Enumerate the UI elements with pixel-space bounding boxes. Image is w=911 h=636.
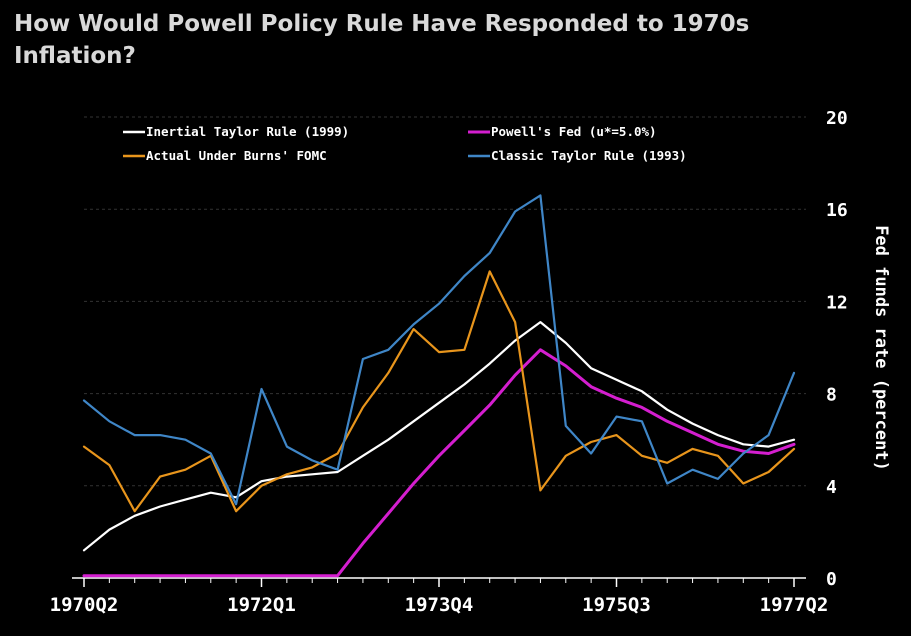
series-line-classic [82,194,796,506]
legend-label-actual: Actual Under Burns' FOMC [146,148,327,163]
y-tick-label: 12 [826,292,848,313]
series-line-powell [82,348,796,578]
series-lines [82,194,796,578]
axes: 0 4 8 12 16 20 1970Q2 1972Q1 1973Q4 1975Q3 1977Q2 [50,108,848,616]
y-tick-label: 16 [826,200,848,221]
series-line-actual [82,270,796,513]
x-tick-label: 1975Q3 [582,594,651,616]
x-tick-label: 1973Q4 [405,594,474,616]
legend-label-classic: Classic Taylor Rule (1993) [491,148,687,163]
y-axis-label: Fed funds rate (percent) [871,225,891,471]
x-tick-label: 1972Q1 [227,594,296,616]
y-tick-label: 4 [826,477,837,498]
legend-label-powell: Powell's Fed (u*=5.0%) [491,124,657,139]
y-tick-label: 0 [826,569,837,590]
chart-title: How Would Powell Policy Rule Have Respon… [14,11,750,69]
legend: Inertial Taylor Rule (1999) Powell's Fed … [123,124,687,163]
y-tick-label: 8 [826,385,837,406]
gridlines [84,116,806,487]
series-line-inertial [82,321,796,552]
y-tick-label: 20 [826,108,848,129]
legend-label-inertial: Inertial Taylor Rule (1999) [146,124,349,139]
x-tick-label: 1977Q2 [760,594,829,616]
x-tick-label: 1970Q2 [50,594,119,616]
